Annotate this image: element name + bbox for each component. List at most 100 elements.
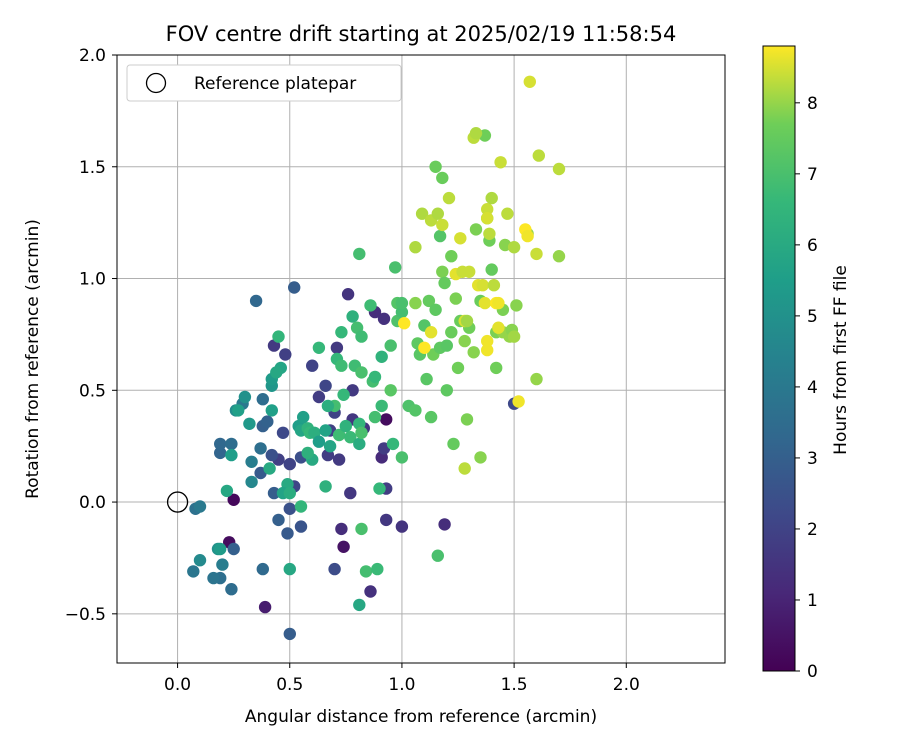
scatter-point <box>481 334 494 348</box>
scatter-point <box>272 330 285 343</box>
scatter-point <box>436 265 449 278</box>
y-axis-label: Rotation from reference (arcmin) <box>23 219 43 499</box>
scatter-point <box>214 542 227 556</box>
scatter-point <box>245 455 258 468</box>
scatter-point <box>429 160 442 173</box>
scatter-point <box>460 413 474 426</box>
scatter-point <box>368 370 382 384</box>
scatter-point <box>225 583 238 596</box>
scatter-point <box>238 390 252 404</box>
scatter-point <box>256 562 269 576</box>
chart-title: FOV centre drift starting at 2025/02/19 … <box>166 22 677 46</box>
scatter-point <box>355 330 368 343</box>
data-points <box>166 75 566 641</box>
scatter-point <box>312 341 326 354</box>
scatter-point <box>512 395 525 408</box>
scatter-point <box>337 540 350 553</box>
scatter-point <box>353 247 366 261</box>
scatter-point <box>288 281 301 294</box>
y-tick-label: 1.0 <box>79 270 106 290</box>
scatter-point <box>243 417 256 430</box>
scatter-point <box>294 500 308 513</box>
y-tick-label: 0.5 <box>79 381 106 401</box>
scatter-point <box>384 339 397 352</box>
colorbar-tick-label: 0 <box>807 662 818 682</box>
scatter-point <box>487 279 501 292</box>
scatter-point <box>353 598 366 612</box>
scatter-point <box>431 207 444 220</box>
colorbar-tick-label: 4 <box>807 378 818 398</box>
scatter-point <box>330 341 344 354</box>
scatter-point <box>530 247 543 261</box>
x-tick-label: 2.0 <box>613 675 640 695</box>
scatter-point <box>507 330 521 343</box>
scatter-point <box>442 191 456 205</box>
x-tick-label: 0.0 <box>164 675 191 695</box>
scatter-point <box>301 446 314 460</box>
scatter-point <box>523 75 536 89</box>
scatter-point <box>507 241 521 254</box>
scatter-point <box>510 299 523 312</box>
scatter-point <box>492 296 505 310</box>
scatter-point <box>263 462 276 475</box>
scatter-point <box>214 446 227 460</box>
scatter-point <box>395 305 409 319</box>
scatter-point <box>312 390 326 404</box>
scatter-point <box>481 343 494 357</box>
colorbar-tick-label: 6 <box>807 236 818 256</box>
scatter-point <box>395 296 409 310</box>
scatter-point <box>375 350 388 363</box>
scatter-point <box>451 361 465 375</box>
scatter-point <box>552 250 566 263</box>
scatter-point <box>440 339 453 352</box>
y-tick-label: 1.5 <box>79 158 106 178</box>
scatter-point <box>485 263 498 276</box>
scatter-point <box>193 500 207 513</box>
scatter-point <box>440 384 453 397</box>
x-tick-label: 1.5 <box>501 675 528 695</box>
legend-label: Reference platepar <box>194 74 356 94</box>
scatter-point <box>469 127 483 140</box>
scatter-point <box>353 437 366 451</box>
scatter-point <box>359 565 373 578</box>
scatter-point <box>375 399 388 413</box>
scatter-point <box>261 415 274 428</box>
scatter-point <box>207 571 220 585</box>
scatter-point <box>395 520 409 533</box>
y-tick-label: 2.0 <box>79 46 106 66</box>
scatter-point <box>323 440 337 453</box>
colorbar-gradient <box>762 45 796 672</box>
scatter-point <box>389 261 402 274</box>
scatter-point <box>355 426 368 439</box>
scatter-point <box>281 527 294 540</box>
scatter-point <box>335 359 348 372</box>
scatter-point <box>380 513 393 527</box>
scatter-point <box>346 310 359 323</box>
scatter-point <box>283 627 296 641</box>
scatter-point <box>335 326 348 339</box>
scatter-point <box>530 372 543 386</box>
scatter-point <box>364 585 377 598</box>
scatter-point <box>256 393 269 406</box>
scatter-point <box>272 513 285 527</box>
scatter-point <box>481 203 494 216</box>
colorbar-tick-label: 1 <box>807 591 818 611</box>
colorbar-tick-label: 8 <box>807 94 818 114</box>
scatter-point <box>249 294 263 308</box>
scatter-point <box>436 171 449 185</box>
x-tick-label: 1.0 <box>388 675 415 695</box>
legend: Reference platepar <box>126 64 402 102</box>
scatter-point <box>364 299 377 312</box>
scatter-point <box>463 265 476 278</box>
scatter-point <box>467 346 480 359</box>
scatter-point <box>279 348 292 361</box>
legend-box <box>126 64 402 102</box>
scatter-point <box>409 404 422 417</box>
scatter-point <box>469 223 483 236</box>
scatter-point <box>294 520 308 533</box>
scatter-point <box>483 227 496 240</box>
scatter-point <box>368 410 382 424</box>
scatter-point <box>283 457 296 471</box>
colorbar-tick-label: 2 <box>807 520 818 540</box>
